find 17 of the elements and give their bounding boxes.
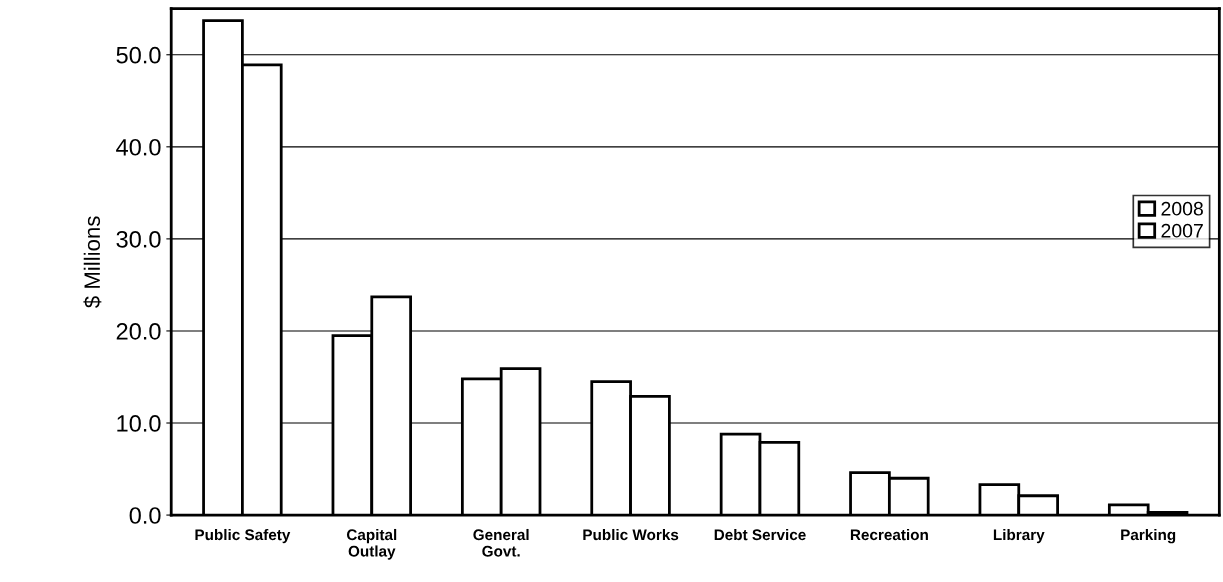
y-tick-label: 40.0 — [116, 138, 161, 156]
legend-label: 2007 — [1161, 223, 1203, 238]
y-tick-label: 0.0 — [129, 507, 161, 524]
x-tick-label: Recreation — [850, 528, 928, 541]
x-tick-label: Public Works — [583, 528, 679, 541]
y-tick-label: 20.0 — [116, 323, 161, 340]
x-tick-label: Public Safety — [195, 528, 291, 544]
y-tick-label: 10.0 — [117, 415, 161, 432]
legend-label: 2008 — [1161, 201, 1203, 216]
x-tick-label: Capital Outlay — [346, 528, 397, 560]
x-tick-label: General Govt. — [473, 528, 529, 557]
y-axis-title: $ Millions — [83, 216, 102, 308]
x-tick-label: Parking — [1121, 528, 1176, 544]
x-tick-label: Debt Service — [714, 528, 806, 541]
y-tick-label: 50.0 — [116, 46, 161, 64]
y-tick-label: 30.0 — [116, 230, 161, 248]
x-tick-label: Library — [993, 528, 1045, 544]
